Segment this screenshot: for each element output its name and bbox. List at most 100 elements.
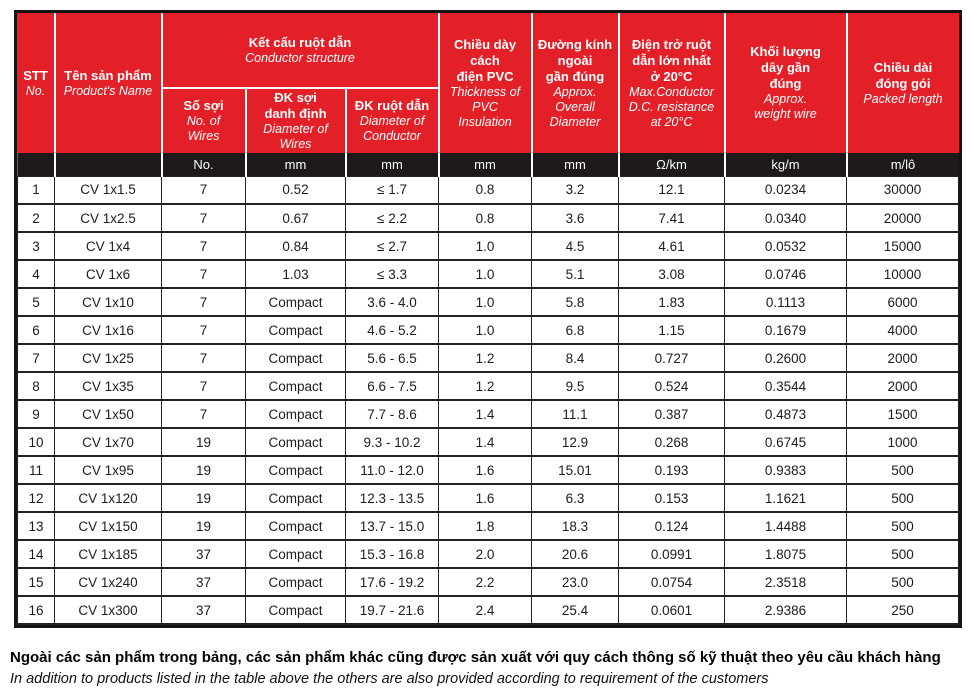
cell-wire-diameter: Compact — [245, 399, 346, 429]
cell-weight: 0.1113 — [724, 287, 847, 317]
cell-resistance: 0.124 — [618, 511, 725, 541]
cell-wires: 19 — [161, 455, 246, 485]
col-header-overall-diameter: Đường kính ngoài gần đúng Approx. Overal… — [530, 13, 619, 153]
table-row: 11 CV 1x95 19 Compact 11.0 - 12.0 1.6 15.01 0.1… — [17, 455, 959, 485]
cell-insulation: 1.0 — [438, 231, 532, 261]
cell-resistance: 12.1 — [618, 175, 725, 205]
col-header-conductor-diameter-vi: ĐK ruột dẫn — [354, 98, 430, 113]
cell-stt: 15 — [17, 567, 55, 597]
col-header-wires-en: No. of Wires — [186, 114, 221, 143]
cell-stt: 6 — [17, 315, 55, 345]
cell-overall-diameter: 8.4 — [531, 343, 619, 373]
table-row: 10 CV 1x70 19 Compact 9.3 - 10.2 1.4 12.9 0.268… — [17, 427, 959, 457]
cell-overall-diameter: 5.1 — [531, 259, 619, 289]
cell-product: CV 1x25 — [54, 343, 162, 373]
cell-wire-diameter: Compact — [245, 539, 346, 569]
cell-resistance: 1.15 — [618, 315, 725, 345]
cell-overall-diameter: 3.6 — [531, 203, 619, 233]
cell-conductor-diameter: 7.7 - 8.6 — [345, 399, 439, 429]
cell-product: CV 1x300 — [54, 595, 162, 625]
cell-conductor-diameter: 17.6 - 19.2 — [345, 567, 439, 597]
cell-conductor-diameter: 5.6 - 6.5 — [345, 343, 439, 373]
cell-wires: 19 — [161, 427, 246, 457]
cell-overall-diameter: 4.5 — [531, 231, 619, 261]
unit-resistance: Ω/km — [617, 153, 725, 176]
cell-wire-diameter: 1.03 — [245, 259, 346, 289]
cell-resistance: 0.153 — [618, 483, 725, 513]
cell-wires: 7 — [161, 259, 246, 289]
cell-weight: 2.9386 — [724, 595, 847, 625]
cell-conductor-diameter: 4.6 - 5.2 — [345, 315, 439, 345]
cell-weight: 1.8075 — [724, 539, 847, 569]
cell-product: CV 1x1.5 — [54, 175, 162, 205]
cell-packed-length: 15000 — [846, 231, 959, 261]
cell-overall-diameter: 9.5 — [531, 371, 619, 401]
table-row: 4 CV 1x6 7 1.03 ≤ 3.3 1.0 5.1 3.08 0.0746 10000 — [17, 259, 959, 289]
header-row-sub: Số sợi No. of Wires ĐK sợi danh định Dia… — [18, 88, 959, 153]
cell-wire-diameter: 0.52 — [245, 175, 346, 205]
cell-resistance: 0.0601 — [618, 595, 725, 625]
cell-conductor-diameter: ≤ 2.2 — [345, 203, 439, 233]
unit-wires: No. — [160, 153, 246, 176]
cell-packed-length: 500 — [846, 483, 959, 513]
cell-conductor-diameter: 19.7 - 21.6 — [345, 595, 439, 625]
cell-overall-diameter: 11.1 — [531, 399, 619, 429]
units-row: No. mm mm mm mm Ω/km kg/m m/lô — [17, 153, 959, 176]
cell-packed-length: 500 — [846, 539, 959, 569]
table-row: 6 CV 1x16 7 Compact 4.6 - 5.2 1.0 6.8 1.15 0.167… — [17, 315, 959, 345]
cell-wires: 37 — [161, 595, 246, 625]
cell-resistance: 0.727 — [618, 343, 725, 373]
cell-packed-length: 500 — [846, 455, 959, 485]
cell-resistance: 1.83 — [618, 287, 725, 317]
cell-product: CV 1x35 — [54, 371, 162, 401]
cell-wire-diameter: Compact — [245, 427, 346, 457]
cell-wire-diameter: Compact — [245, 315, 346, 345]
col-header-overall-diameter-vi: Đường kính ngoài gần đúng — [537, 36, 613, 84]
cell-conductor-diameter: 9.3 - 10.2 — [345, 427, 439, 457]
table-row: 13 CV 1x150 19 Compact 13.7 - 15.0 1.8 18.3 0.1… — [17, 511, 959, 541]
cell-product: CV 1x4 — [54, 231, 162, 261]
unit-stt — [17, 153, 55, 176]
table-row: 5 CV 1x10 7 Compact 3.6 - 4.0 1.0 5.8 1.83 0.111… — [17, 287, 959, 317]
cell-insulation: 1.0 — [438, 315, 532, 345]
table-row: 12 CV 1x120 19 Compact 12.3 - 13.5 1.6 6.3 0.15… — [17, 483, 959, 513]
cell-overall-diameter: 18.3 — [531, 511, 619, 541]
cell-product: CV 1x10 — [54, 287, 162, 317]
col-header-conductor-group-vi: Kết cấu ruột dẫn — [248, 34, 352, 50]
cell-insulation: 0.8 — [438, 175, 532, 205]
cell-conductor-diameter: 11.0 - 12.0 — [345, 455, 439, 485]
cell-insulation: 1.4 — [438, 427, 532, 457]
cell-packed-length: 20000 — [846, 203, 959, 233]
col-header-product-vi: Tên sản phẩm — [64, 67, 152, 83]
cell-product: CV 1x150 — [54, 511, 162, 541]
cell-conductor-diameter: 15.3 - 16.8 — [345, 539, 439, 569]
table-row: 8 CV 1x35 7 Compact 6.6 - 7.5 1.2 9.5 0.524 0.35… — [17, 371, 959, 401]
cell-wires: 7 — [161, 315, 246, 345]
cell-wires: 19 — [161, 511, 246, 541]
col-header-resistance-en: Max.Conductor D.C. resistance at 20°C — [628, 84, 715, 129]
cell-weight: 0.1679 — [724, 315, 847, 345]
unit-product — [53, 153, 162, 176]
cell-overall-diameter: 6.3 — [531, 483, 619, 513]
col-header-wires: Số sợi No. of Wires — [160, 88, 246, 153]
table-row: 1 CV 1x1.5 7 0.52 ≤ 1.7 0.8 3.2 12.1 0.0234 30000 — [17, 175, 959, 205]
col-header-resistance-vi: Điện trở ruột dẫn lớn nhất ở 20°C — [631, 36, 712, 84]
cell-insulation: 2.4 — [438, 595, 532, 625]
cell-wires: 7 — [161, 371, 246, 401]
cell-conductor-diameter: ≤ 1.7 — [345, 175, 439, 205]
col-header-conductor-diameter-en: Diameter of Conductor — [359, 114, 425, 143]
cell-stt: 8 — [17, 371, 55, 401]
spec-table-container: STT No. Tên sản phẩm Product's Name Kết … — [14, 10, 962, 628]
cell-wires: 7 — [161, 231, 246, 261]
cell-resistance: 0.0991 — [618, 539, 725, 569]
cell-conductor-diameter: ≤ 2.7 — [345, 231, 439, 261]
col-header-wire-diameter-en: Diameter of Wires — [263, 122, 328, 151]
col-header-insulation: Chiều dày cách điện PVC Thickness of PVC… — [437, 13, 532, 153]
cell-overall-diameter: 12.9 — [531, 427, 619, 457]
cell-weight: 0.6745 — [724, 427, 847, 457]
col-header-packed-length: Chiều dài đóng gói Packed length — [845, 13, 959, 153]
cell-overall-diameter: 3.2 — [531, 175, 619, 205]
cell-wire-diameter: Compact — [245, 483, 346, 513]
cell-wires: 7 — [161, 203, 246, 233]
col-header-product: Tên sản phẩm Product's Name — [53, 13, 162, 153]
